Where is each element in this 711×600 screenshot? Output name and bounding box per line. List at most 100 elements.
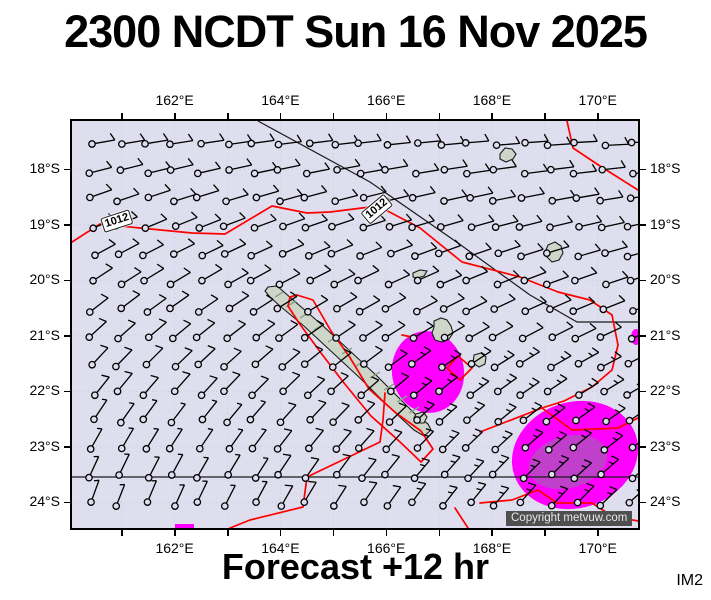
wind-barb-feather [156, 239, 164, 246]
wind-barb-station [519, 474, 528, 483]
wind-barb-station [413, 416, 421, 424]
wind-barb-half-feather [581, 434, 587, 439]
wind-barb-feather [507, 350, 515, 356]
wind-barb-shaft [576, 170, 597, 174]
wind-barb-feather [611, 455, 619, 460]
wind-barb-shaft [555, 196, 576, 201]
wind-barb-shaft [606, 300, 626, 309]
wind-barb-station [356, 252, 364, 260]
wind-barb-feather [609, 486, 618, 491]
wind-barb-station [543, 141, 552, 150]
wind-barb-feather [376, 133, 382, 142]
wind-barb-station [170, 197, 178, 206]
wind-barb-station [384, 363, 393, 372]
wind-barb-station [194, 308, 203, 316]
wind-barb-shaft [124, 139, 145, 145]
lat-tick [64, 224, 71, 226]
wind-barb-station [436, 223, 445, 231]
wind-barb-half-feather [556, 379, 562, 384]
lon-label-bottom: 168°E [472, 540, 512, 556]
wind-barb-station [306, 415, 314, 424]
wind-barb-station [624, 359, 633, 368]
wind-barb-half-feather [472, 434, 478, 438]
wind-barb-station [360, 498, 368, 507]
wind-barb-shaft [553, 488, 569, 504]
wind-barb-shaft [97, 243, 116, 255]
wind-barb-station [440, 165, 449, 174]
wind-barb-shaft [554, 326, 574, 337]
wind-barb-shaft [365, 324, 383, 337]
lat-tick [639, 168, 646, 171]
wind-barb-half-feather [554, 408, 560, 413]
lon-label-top: 166°E [367, 92, 406, 108]
wind-barb-station [597, 363, 605, 372]
wind-barb-shaft [285, 218, 306, 226]
wind-barb-station [409, 391, 418, 400]
wind-barb-feather [583, 428, 592, 434]
wind-barb-shaft [575, 301, 595, 311]
wind-barb-shaft [361, 140, 382, 144]
wind-barb-station [275, 334, 283, 342]
wind-barb-feather [449, 485, 458, 489]
wind-barb-shaft [252, 401, 267, 418]
wind-barb-station [250, 223, 259, 232]
wind-barb-feather [481, 377, 490, 382]
wind-barb-station [192, 333, 201, 342]
wind-barb-shaft [311, 246, 331, 256]
wind-barb-station [116, 418, 125, 427]
wind-barb-station [411, 252, 419, 260]
lat-tick [639, 279, 646, 282]
wind-barb-station [300, 498, 309, 507]
wind-barb-feather [485, 242, 492, 250]
wind-barb-shaft [501, 245, 521, 253]
wind-barb-shaft [176, 193, 197, 201]
wind-barb-shaft [634, 472, 638, 477]
wind-barb-feather [596, 214, 603, 223]
model-id-label: IM2 [676, 572, 703, 589]
lon-label-bottom: 170°E [578, 540, 617, 556]
wind-barb-feather [210, 294, 219, 300]
wind-barb-half-feather [506, 378, 512, 383]
wind-barb-half-feather [420, 463, 426, 467]
wind-barb-feather [187, 158, 194, 166]
lon-tick [385, 529, 388, 536]
wind-barb-shaft [312, 139, 333, 144]
wind-barb-shaft [443, 274, 462, 284]
wind-barb-station [169, 250, 178, 258]
wind-barb-feather [241, 290, 250, 297]
wind-barb-feather [477, 401, 485, 406]
wind-barb-shaft [577, 272, 597, 281]
wind-barb-station [494, 249, 503, 258]
wind-barb-shaft [444, 432, 460, 448]
wind-barb-shaft [390, 353, 408, 366]
wind-barb-feather [109, 133, 116, 141]
lat-label-left: 21°S [29, 326, 60, 343]
wind-barb-feather [371, 376, 380, 381]
wind-barb-shaft [306, 323, 325, 337]
wind-barb-shaft [607, 246, 628, 253]
wind-barb-station [194, 360, 203, 369]
lat-label-left: 22°S [29, 382, 60, 399]
wind-barb-shaft [419, 300, 438, 311]
wind-barb-station [462, 307, 470, 316]
lat-tick [639, 390, 646, 393]
wind-barb-shaft [446, 297, 465, 309]
wind-barb-feather [514, 239, 521, 247]
wind-barb-station [195, 224, 204, 232]
wind-barb-feather [232, 371, 241, 376]
wind-barb-station [413, 276, 422, 285]
wind-barb-station [381, 470, 389, 479]
wind-barb-feather [290, 320, 299, 326]
wind-barb-feather [101, 374, 110, 378]
wind-barb-feather [340, 372, 349, 377]
wind-barb-station [247, 139, 256, 148]
wind-barb-station [224, 471, 233, 479]
wind-barb-station [114, 334, 122, 343]
forecast-label: Forecast +12 hr [221, 546, 490, 587]
wind-barb-shaft [95, 139, 115, 145]
wind-barb-feather [284, 484, 293, 487]
wind-barb-feather [406, 239, 413, 246]
wind-barb-station [273, 166, 282, 174]
wind-barb-feather [536, 322, 544, 329]
wind-barb-station [276, 418, 285, 427]
